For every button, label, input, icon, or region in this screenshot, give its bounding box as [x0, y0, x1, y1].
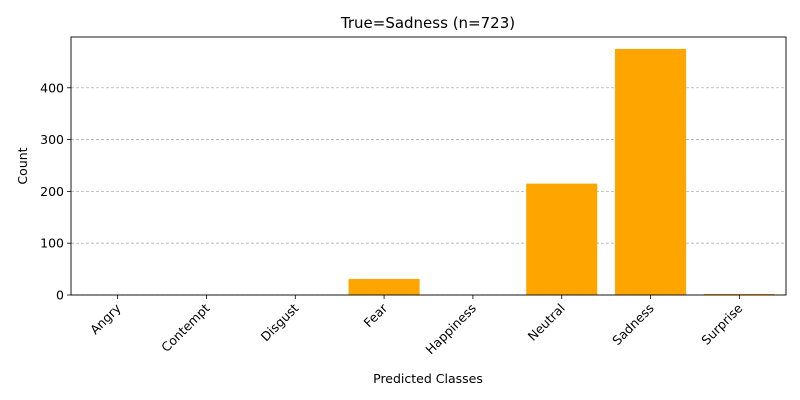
- bar-sadness: [615, 48, 687, 295]
- x-tick-label: Happiness: [422, 301, 479, 358]
- y-tick-label: 300: [40, 132, 64, 147]
- bar-surprise: [703, 293, 775, 295]
- x-tick-label: Surprise: [698, 300, 745, 347]
- x-tick-label: Disgust: [258, 300, 302, 344]
- x-axis-label: Predicted Classes: [373, 371, 483, 386]
- x-tick-label: Neutral: [525, 301, 568, 344]
- bar-neutral: [526, 183, 598, 295]
- y-tick-label: 200: [40, 184, 64, 199]
- plot-frame: [70, 36, 787, 296]
- x-tick-label: Contempt: [158, 300, 212, 354]
- y-tick-label: 100: [40, 236, 64, 251]
- x-tick-label: Fear: [361, 300, 391, 330]
- y-tick-label: 0: [56, 288, 64, 303]
- x-axis: Angry Contempt Disgust Fear Happiness Neutral…: [87, 295, 746, 357]
- bars: [348, 48, 775, 295]
- chart-title: True=Sadness (n=723): [340, 14, 515, 32]
- x-tick-label: Angry: [87, 300, 124, 337]
- x-tick-label: Sadness: [609, 301, 656, 348]
- y-tick-label: 400: [40, 80, 64, 95]
- bar-fear: [348, 278, 420, 295]
- y-axis-label: Count: [15, 147, 30, 184]
- y-axis: 0 100 200 300 400: [40, 80, 71, 303]
